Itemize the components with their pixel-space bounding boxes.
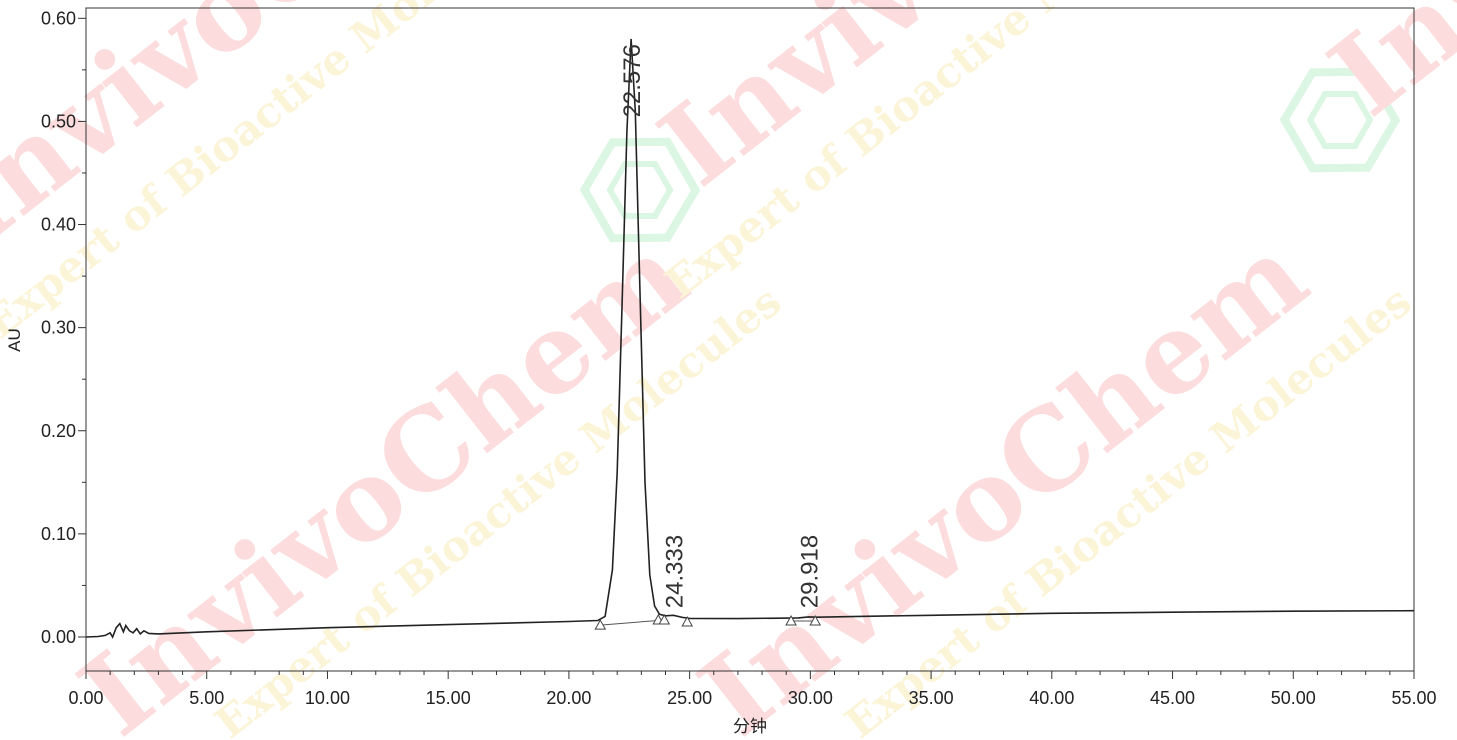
watermark-text: InvivoChem — [677, 210, 1330, 740]
peak-label: 29.918 — [796, 535, 823, 608]
baseline-layer — [600, 619, 816, 626]
x-axis: 0.00 5.00 10.00 15.00 20.00 25.00 30.00 35.00 40… — [68, 671, 1437, 708]
y-axis: 0.00 0.10 0.20 0.30 0.40 0.50 0.60 — [41, 8, 86, 647]
y-tick-label: 0.40 — [41, 215, 76, 235]
y-tick-label: 0.00 — [41, 627, 76, 647]
y-axis-title: AU — [5, 328, 24, 352]
x-tick-label: 40.00 — [1029, 688, 1074, 708]
chromatogram-trace — [85, 38, 1415, 639]
x-tick-label: 5.00 — [189, 688, 224, 708]
x-tick-label: 35.00 — [909, 688, 954, 708]
integration-marker — [658, 613, 671, 625]
integration-marker — [785, 614, 797, 626]
y-tick-label: 0.50 — [41, 111, 76, 131]
integration-baseline — [600, 619, 665, 626]
peak-label: 24.333 — [662, 535, 689, 608]
y-tick-label: 0.60 — [41, 8, 76, 28]
x-tick-label: 50.00 — [1271, 688, 1316, 708]
x-axis-title: 分钟 — [733, 717, 767, 736]
x-tick-label: 10.00 — [305, 688, 350, 708]
watermark-text: InvivoChem — [57, 210, 710, 740]
x-tick-label: 45.00 — [1150, 688, 1195, 708]
peak-label: 22.576 — [619, 44, 646, 117]
x-tick-label: 15.00 — [426, 688, 471, 708]
watermark-logo — [1279, 67, 1401, 173]
watermark-logo — [579, 137, 701, 243]
plot-frame — [85, 7, 1415, 672]
x-tick-label: 0.00 — [68, 688, 103, 708]
y-tick-label: 0.10 — [41, 524, 76, 544]
x-tick-label: 25.00 — [667, 688, 712, 708]
x-tick-label: 30.00 — [788, 688, 833, 708]
integration-markers — [594, 613, 822, 630]
x-tick-label: 55.00 — [1391, 688, 1436, 708]
y-tick-label: 0.30 — [41, 318, 76, 338]
peak-label-layer: 22.576 24.333 29.918 — [619, 44, 823, 608]
x-tick-label: 20.00 — [546, 688, 591, 708]
y-tick-label: 0.20 — [41, 421, 76, 441]
integration-marker — [594, 619, 607, 630]
integration-marker — [809, 614, 822, 626]
integration-marker — [681, 615, 694, 627]
